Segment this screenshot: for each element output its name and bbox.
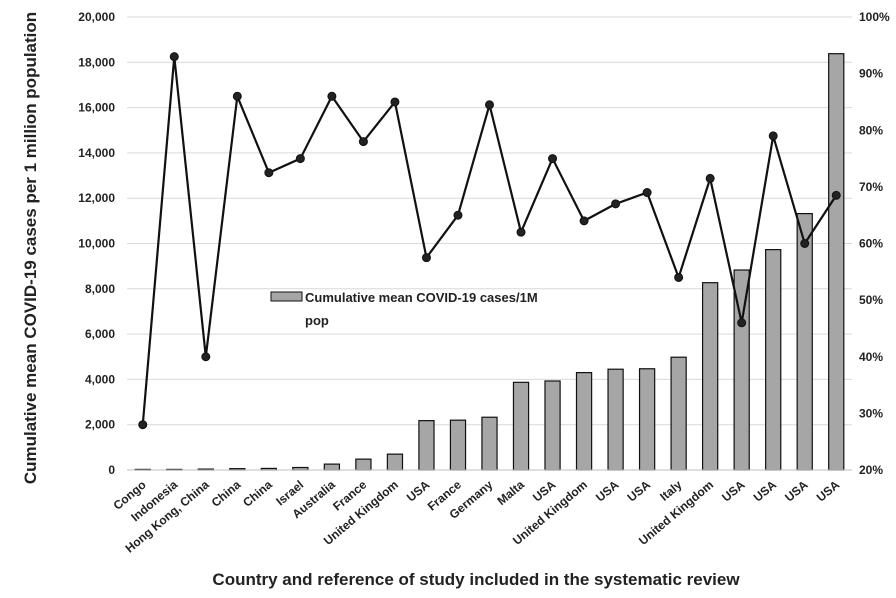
bar: [828, 53, 845, 471]
line-point: [516, 227, 526, 237]
line-point: [169, 52, 179, 62]
left-tick-label: 12,000: [78, 191, 115, 205]
right-tick-label: 100%: [859, 10, 890, 24]
right-tick-label: 90%: [859, 67, 883, 81]
left-tick-label: 2,000: [85, 418, 115, 432]
line-point: [138, 420, 148, 430]
bar: [355, 458, 372, 471]
bar: [701, 282, 719, 471]
line-point: [611, 199, 621, 209]
x-tick-label: Malta: [494, 477, 527, 508]
left-tick-label: 20,000: [78, 10, 115, 24]
x-tick-label: USA: [782, 477, 811, 504]
line-point: [579, 216, 589, 226]
right-tick-label: 20%: [859, 463, 883, 477]
bar: [607, 368, 624, 471]
line-series: [138, 52, 841, 430]
legend-swatch: [270, 291, 303, 302]
bar: [512, 381, 530, 471]
line-point: [831, 190, 841, 200]
right-tick-label: 60%: [859, 237, 883, 251]
left-axis-ticks: 0 2,000 4,000 6,000 8,000 10,000 12,000 14,000 1…: [78, 10, 115, 477]
x-tick-label: USA: [719, 477, 748, 504]
left-tick-label: 18,000: [78, 55, 115, 69]
line-point: [264, 168, 274, 178]
line-point: [642, 188, 652, 198]
left-tick-label: 14,000: [78, 146, 115, 160]
right-tick-label: 80%: [859, 123, 883, 137]
x-tick-label: USA: [593, 477, 622, 504]
x-axis-title: Country and reference of study included …: [212, 570, 740, 589]
right-tick-label: 70%: [859, 180, 883, 194]
line-point: [358, 137, 368, 147]
line-point: [705, 173, 715, 183]
line-point: [390, 97, 400, 107]
bar: [323, 463, 341, 471]
line-point: [421, 253, 431, 263]
left-tick-label: 6,000: [85, 327, 115, 341]
bar: [765, 249, 782, 471]
line-point: [800, 239, 810, 248]
line-point: [453, 210, 463, 220]
bar: [418, 420, 435, 471]
line-point: [674, 272, 684, 282]
bar: [796, 213, 813, 471]
line-path: [141, 55, 838, 425]
line-point: [327, 91, 337, 101]
bar: [449, 419, 467, 471]
legend-label-line2: pop: [305, 313, 329, 328]
left-tick-label: 4,000: [85, 372, 115, 386]
line-point: [737, 318, 747, 328]
left-tick-label: 10,000: [78, 237, 115, 251]
gridlines: [127, 16, 852, 426]
right-tick-label: 30%: [859, 406, 883, 420]
y-axis-title: Cumulative mean COVID-19 cases per 1 mil…: [21, 12, 40, 484]
right-tick-label: 40%: [859, 350, 883, 364]
bar: [638, 368, 656, 471]
x-tick-label: USA: [814, 477, 843, 504]
line-point: [201, 352, 211, 362]
line-point: [485, 100, 494, 110]
left-tick-label: 8,000: [85, 282, 115, 296]
line-point: [295, 154, 305, 164]
x-tick-label: China: [209, 477, 244, 509]
bar-series: [134, 53, 845, 471]
bar: [386, 453, 404, 471]
x-tick-label: USA: [625, 477, 654, 504]
legend: Cumulative mean COVID-19 cases/1M pop: [270, 290, 538, 328]
right-tick-label: 50%: [859, 293, 883, 307]
bar: [575, 372, 593, 471]
line-point: [232, 91, 242, 101]
x-tick-label: USA: [751, 477, 780, 504]
x-tick-label: China: [240, 477, 275, 509]
line-point: [768, 131, 778, 141]
legend-label-line1: Cumulative mean COVID-19 cases/1M: [305, 290, 538, 305]
bar: [670, 356, 687, 471]
line-point: [548, 154, 558, 164]
right-axis-ticks: 20% 30% 40% 50% 60% 70% 80% 90% 100%: [859, 10, 890, 477]
bar: [544, 380, 561, 471]
bar: [481, 416, 498, 471]
left-tick-label: 0: [108, 463, 115, 477]
left-tick-label: 16,000: [78, 101, 115, 115]
